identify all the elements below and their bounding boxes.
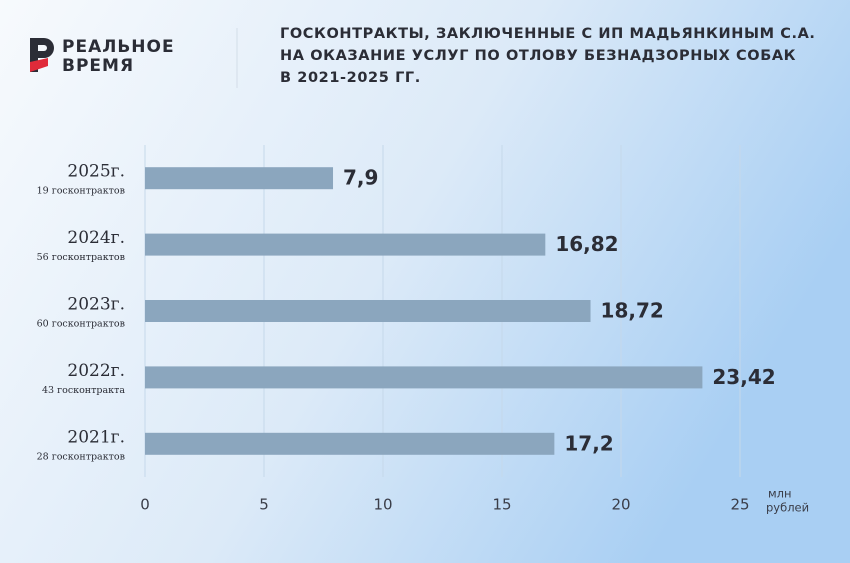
x-tick-label: 25 bbox=[730, 496, 749, 514]
category-label: 2023г. bbox=[67, 295, 125, 315]
logo-text: ВРЕМЯ bbox=[62, 56, 134, 76]
value-label: 16,82 bbox=[555, 232, 618, 256]
bar bbox=[145, 233, 546, 256]
x-tick-label: 15 bbox=[492, 496, 511, 514]
category-note: 43 госконтракта bbox=[42, 385, 125, 396]
category-note: 60 госконтрактов bbox=[37, 319, 125, 330]
bar bbox=[145, 366, 703, 389]
bar bbox=[145, 167, 334, 190]
chart-title: ГОСКОНТРАКТЫ, ЗАКЛЮЧЕННЫЕ С ИП МАДЬЯНКИН… bbox=[280, 26, 816, 42]
value-label: 18,72 bbox=[601, 299, 664, 323]
axis-label: рублей bbox=[766, 501, 809, 515]
category-note: 19 госконтрактов bbox=[37, 186, 125, 197]
category-note: 56 госконтрактов bbox=[37, 252, 125, 263]
category-label: 2025г. bbox=[67, 162, 125, 182]
x-tick-label: 10 bbox=[373, 496, 392, 514]
value-label: 7,9 bbox=[343, 166, 378, 190]
logo-text: РЕАЛЬНОЕ bbox=[62, 37, 175, 57]
x-tick-label: 0 bbox=[140, 496, 150, 514]
bar bbox=[145, 300, 591, 322]
chart-title: В 2021-2025 ГГ. bbox=[280, 70, 421, 86]
x-tick-label: 5 bbox=[259, 496, 269, 514]
axis-label: млн bbox=[768, 487, 792, 501]
x-tick-label: 20 bbox=[611, 496, 630, 514]
value-label: 23,42 bbox=[712, 365, 775, 389]
chart-title: НА ОКАЗАНИЕ УСЛУГ ПО ОТЛОВУ БЕЗНАДЗОРНЫХ… bbox=[280, 48, 796, 64]
value-label: 17,2 bbox=[564, 431, 613, 455]
category-label: 2022г. bbox=[67, 361, 125, 381]
bar bbox=[145, 432, 555, 455]
category-note: 28 госконтрактов bbox=[37, 451, 125, 462]
category-label: 2024г. bbox=[67, 228, 125, 248]
logo-icon bbox=[30, 38, 54, 72]
category-label: 2021г. bbox=[67, 427, 125, 447]
